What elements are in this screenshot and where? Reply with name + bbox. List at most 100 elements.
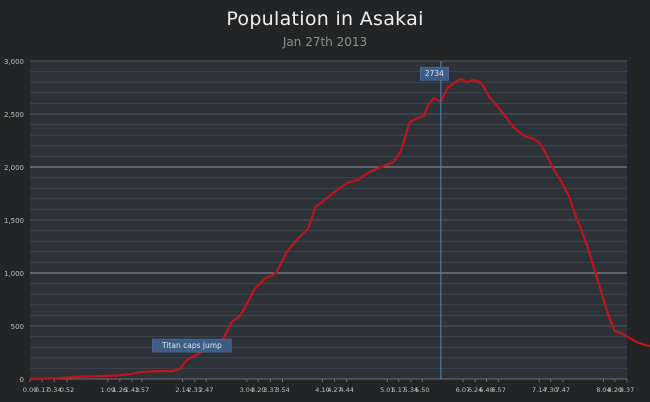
- data-point: [432, 97, 435, 99]
- data-point: [139, 371, 142, 374]
- data-point: [538, 141, 541, 144]
- data-point: [296, 238, 299, 240]
- x-tick-label: 5.50: [415, 386, 429, 394]
- data-point: [314, 206, 317, 209]
- x-tick-label: 7.30: [543, 386, 557, 394]
- annotation-label: Titan caps jump: [161, 341, 222, 350]
- data-point: [385, 163, 388, 166]
- data-point: [223, 336, 225, 339]
- x-tick-label: 8.20: [608, 386, 622, 394]
- x-tick-label: 2.31: [188, 386, 202, 394]
- data-point: [128, 373, 131, 376]
- x-tick-label: 0.17: [35, 386, 49, 394]
- data-point: [178, 368, 181, 370]
- annotation-box[interactable]: [419, 66, 449, 81]
- data-point: [196, 353, 199, 355]
- data-point: [574, 212, 576, 215]
- chart-title: Population in Asakai: [226, 8, 424, 30]
- data-point: [275, 272, 277, 274]
- data-point: [357, 178, 360, 181]
- y-tick-label: 1,500: [4, 217, 24, 225]
- data-point: [246, 301, 249, 304]
- data-point: [477, 80, 479, 83]
- data-point: [594, 269, 596, 272]
- data-point: [422, 115, 425, 118]
- data-point: [514, 127, 516, 130]
- data-point: [408, 121, 411, 124]
- data-point: [459, 78, 462, 80]
- data-point: [375, 168, 377, 171]
- data-point: [524, 135, 526, 138]
- x-tick-label: 0.52: [60, 386, 74, 394]
- data-point: [621, 332, 623, 335]
- x-tick-label: 7.14: [532, 386, 546, 394]
- data-point: [100, 375, 103, 378]
- x-tick-label: 3.37: [263, 386, 277, 394]
- data-point: [606, 312, 609, 315]
- data-point: [471, 79, 474, 81]
- x-tick-label: 1.57: [135, 386, 149, 394]
- x-tick-label: 6.07: [456, 386, 470, 394]
- x-tick-label: 3.54: [275, 386, 289, 394]
- data-point: [392, 160, 395, 163]
- x-tick-label: 3.04: [240, 386, 254, 394]
- data-point: [545, 153, 548, 156]
- x-tick-label: 5.34: [404, 386, 418, 394]
- x-tick-label: 0.00: [23, 386, 37, 394]
- data-point: [635, 341, 638, 343]
- data-point: [335, 189, 338, 192]
- data-point: [481, 83, 484, 86]
- x-tick-label: 5.17: [392, 386, 406, 394]
- x-tick-label: 2.47: [199, 386, 213, 394]
- data-point: [399, 150, 402, 153]
- data-point: [465, 81, 468, 84]
- data-point: [346, 182, 349, 184]
- x-tick-label: 4.10: [315, 386, 329, 394]
- x-tick-label: 4.27: [327, 386, 341, 394]
- data-point: [325, 197, 327, 200]
- data-point: [613, 330, 616, 333]
- y-tick-label: 3,000: [4, 58, 24, 66]
- data-point: [153, 370, 156, 372]
- x-tick-label: 8.04: [596, 386, 610, 394]
- y-tick-label: 2,500: [4, 111, 24, 119]
- data-point: [71, 376, 74, 378]
- data-point: [230, 321, 233, 324]
- x-tick-label: 3.20: [251, 386, 265, 394]
- data-point: [552, 168, 555, 171]
- x-tick-label: 2.14: [175, 386, 189, 394]
- data-point: [454, 81, 457, 84]
- x-tick-label: 8.37: [620, 386, 634, 394]
- data-point: [568, 195, 571, 198]
- data-point: [628, 336, 631, 339]
- data-point: [496, 105, 499, 108]
- annotation-label: 2734: [425, 69, 444, 78]
- data-point: [642, 343, 645, 346]
- annotation-box[interactable]: [152, 338, 232, 353]
- x-tick-label: 7.47: [556, 386, 570, 394]
- x-tick-label: 1.26: [113, 386, 127, 394]
- data-point: [367, 171, 370, 174]
- data-point: [307, 227, 310, 230]
- data-point: [488, 96, 491, 98]
- data-point: [264, 277, 267, 280]
- data-point: [86, 375, 88, 378]
- data-point: [578, 223, 581, 226]
- data-point: [114, 374, 117, 377]
- data-point: [561, 182, 563, 184]
- data-point: [531, 137, 534, 140]
- data-point: [171, 370, 174, 372]
- data-point: [427, 104, 429, 107]
- data-point: [586, 246, 589, 249]
- data-point: [285, 250, 288, 253]
- x-tick-label: 6.57: [491, 386, 505, 394]
- chart-subtitle: Jan 27th 2013: [282, 35, 368, 49]
- data-point: [29, 378, 31, 380]
- x-tick-label: 4.44: [339, 386, 353, 394]
- y-tick-label: 500: [11, 323, 24, 331]
- data-point: [505, 117, 508, 120]
- data-point: [186, 359, 188, 361]
- y-tick-label: 1,000: [4, 270, 24, 278]
